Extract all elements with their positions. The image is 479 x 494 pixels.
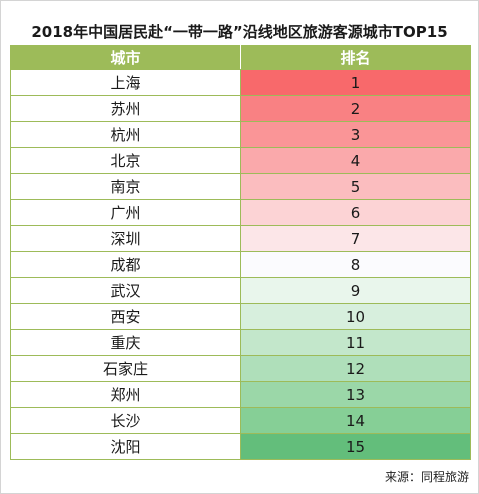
table-row: 武汉 9 — [10, 277, 471, 304]
city-cell: 深圳 — [10, 225, 241, 252]
city-cell: 沈阳 — [10, 433, 241, 460]
source-note: 来源：同程旅游 — [384, 470, 469, 484]
city-cell: 苏州 — [10, 95, 241, 122]
table-row: 西安 10 — [10, 303, 471, 330]
rank-cell: 6 — [240, 199, 471, 226]
city-cell: 长沙 — [10, 407, 241, 434]
city-cell: 南京 — [10, 173, 241, 200]
rank-cell: 13 — [240, 381, 471, 408]
city-cell: 西安 — [10, 303, 241, 330]
city-cell: 武汉 — [10, 277, 241, 304]
page-title: 2018年中国居民赴“一带一路”沿线地区旅游客源城市TOP15 — [31, 23, 448, 41]
ranking-table: 城市 排名 上海 1 苏州 2 杭州 3 北京 4 南京 5 广州 6 深圳 7 成都 8 武汉 9 西安 10 重庆 1… — [10, 45, 471, 460]
table-row: 上海 1 — [10, 69, 471, 96]
rank-cell: 12 — [240, 355, 471, 382]
table-row: 长沙 14 — [10, 407, 471, 434]
header-rank: 排名 — [240, 45, 471, 70]
table-row: 石家庄 12 — [10, 355, 471, 382]
table-row: 南京 5 — [10, 173, 471, 200]
rank-cell: 2 — [240, 95, 471, 122]
table-row: 深圳 7 — [10, 225, 471, 252]
city-cell: 北京 — [10, 147, 241, 174]
rank-cell: 4 — [240, 147, 471, 174]
rank-cell: 1 — [240, 69, 471, 96]
table-row: 成都 8 — [10, 251, 471, 278]
header-city: 城市 — [10, 45, 241, 70]
table-header-row: 城市 排名 — [10, 45, 471, 70]
rank-cell: 3 — [240, 121, 471, 148]
rank-cell: 14 — [240, 407, 471, 434]
city-cell: 郑州 — [10, 381, 241, 408]
table-row: 沈阳 15 — [10, 433, 471, 460]
rank-cell: 10 — [240, 303, 471, 330]
rank-cell: 15 — [240, 433, 471, 460]
table-row: 郑州 13 — [10, 381, 471, 408]
table-row: 广州 6 — [10, 199, 471, 226]
city-cell: 广州 — [10, 199, 241, 226]
city-cell: 杭州 — [10, 121, 241, 148]
table-row: 杭州 3 — [10, 121, 471, 148]
city-cell: 石家庄 — [10, 355, 241, 382]
table-body: 上海 1 苏州 2 杭州 3 北京 4 南京 5 广州 6 深圳 7 成都 8 武汉 9 西安 10 重庆 11 石家庄 12… — [10, 69, 471, 460]
rank-cell: 8 — [240, 251, 471, 278]
rank-cell: 7 — [240, 225, 471, 252]
table-row: 北京 4 — [10, 147, 471, 174]
table-row: 重庆 11 — [10, 329, 471, 356]
rank-cell: 11 — [240, 329, 471, 356]
city-cell: 重庆 — [10, 329, 241, 356]
city-cell: 上海 — [10, 69, 241, 96]
rank-cell: 9 — [240, 277, 471, 304]
table-row: 苏州 2 — [10, 95, 471, 122]
rank-cell: 5 — [240, 173, 471, 200]
city-cell: 成都 — [10, 251, 241, 278]
